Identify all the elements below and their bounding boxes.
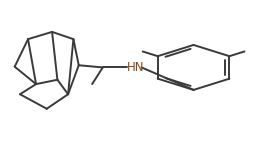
Text: HN: HN (127, 61, 144, 74)
